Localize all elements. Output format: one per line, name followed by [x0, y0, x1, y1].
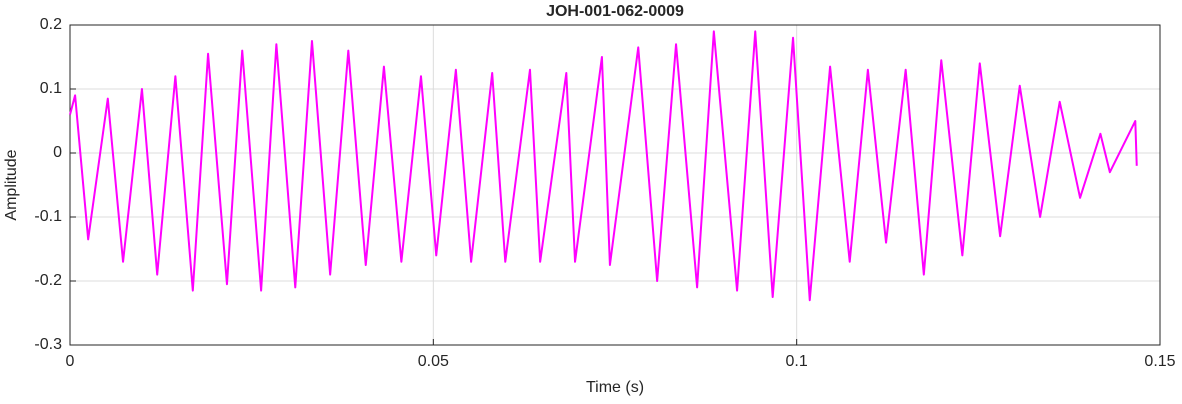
- y-axis-label: Amplitude: [3, 149, 20, 220]
- y-tick-label: -0.3: [34, 336, 62, 353]
- waveform-line: [69, 30, 1138, 302]
- x-tick-label: 0.05: [418, 353, 449, 370]
- y-tick-label: -0.2: [34, 272, 62, 289]
- y-tick-label: 0.1: [40, 80, 62, 97]
- x-axis-label: Time (s): [586, 379, 644, 396]
- x-tick-label: 0: [66, 353, 75, 370]
- x-tick-label: 0.15: [1144, 353, 1175, 370]
- x-tick-label: 0.1: [786, 353, 808, 370]
- axes-box: [69, 24, 1161, 346]
- y-tick-label: 0.2: [40, 16, 62, 33]
- y-tick-label: -0.1: [34, 208, 62, 225]
- chart-title: JOH-001-062-0009: [546, 3, 684, 20]
- y-tick-label: 0: [53, 144, 62, 161]
